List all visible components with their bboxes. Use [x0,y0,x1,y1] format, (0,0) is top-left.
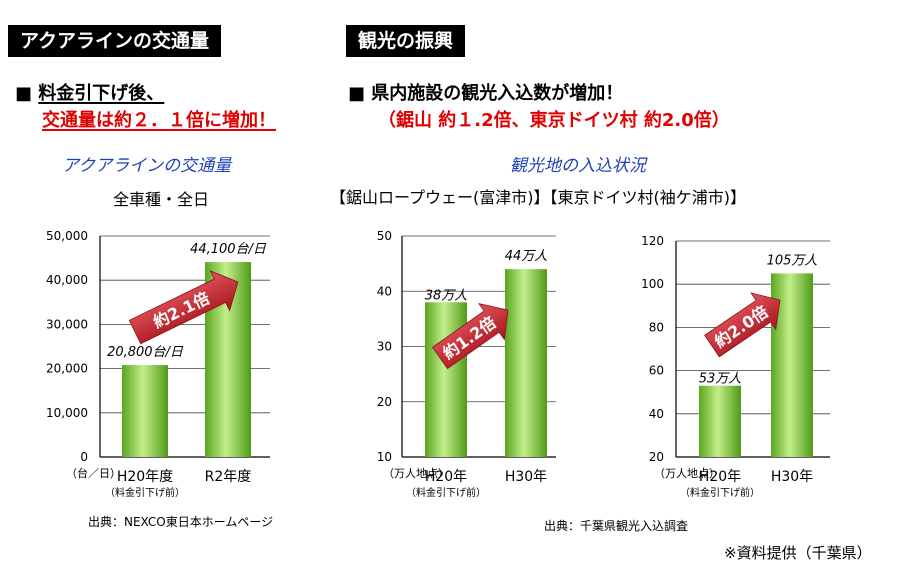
y-unit-label: （万人地点） [383,467,449,480]
left-headline-line2: 交通量は約２．１倍に増加！ [42,110,276,131]
bar [122,365,168,457]
y-unit-label: （万人地点） [654,467,720,480]
arrow-shape [704,292,781,358]
y-tick-label: 120 [641,234,664,248]
y-tick-label: 50,000 [46,229,88,243]
x-tick-label: H20年 [425,469,467,485]
right-source: 出典：千葉県観光入込調査 [544,519,689,533]
chart-tokyo-german-village: 20 40 60 80 100 120 （万人地点） 53万人 H20年（料金引下げ前） 105万… [641,234,830,499]
x-tick-note: （料金引下げ前） [105,486,185,499]
y-tick-label: 30 [377,340,392,354]
y-unit-label: （台／日） [66,466,121,480]
y-tick-label: 20 [377,395,392,409]
y-tick-label: 20,000 [46,362,88,376]
data-label: 38万人 [425,288,468,303]
bullet-icon: ■ [348,83,366,104]
y-tick-label: 50 [377,229,392,243]
chart-aqualine-traffic: 0 10,000 20,000 30,000 40,000 50,000 （台／日） 20,8… [46,229,270,499]
y-tick-label: 10,000 [46,406,88,420]
y-tick-label: 60 [649,364,664,378]
data-label: 105万人 [767,253,818,268]
x-tick-label: H30年 [505,469,547,485]
bar [699,385,741,457]
right-headline-text: 県内施設の観光入込数が増加！ [371,83,624,104]
left-chart-subtitle: アクアラインの交通量 [62,156,232,176]
left-headline-text: 料金引下げ後、 [38,83,165,104]
right-headline-line1: ■ 県内施設の観光入込数が増加！ [348,79,623,105]
data-label: 44万人 [505,249,548,264]
data-label: 20,800台/日 [107,345,184,360]
right-chart-subtitle: 観光地の入込状況 [510,156,646,176]
y-tick-label: 100 [641,277,664,291]
bar [425,302,467,457]
right-headline-line2: （鋸山 約１.2倍、東京ドイツ村 約2.0倍） [378,110,730,131]
x-tick-label: H20年度 [117,469,173,485]
y-tick-label: 80 [649,320,664,334]
x-tick-label: H20年 [699,469,741,485]
y-tick-label: 40 [377,284,392,298]
chart-nokogiriyama: 10 20 30 40 50 （万人地点） 38万人 H20年（料金引下げ前） 44万人 H30年… [377,229,556,499]
arrow-shape [431,302,509,370]
y-tick-label: 40,000 [46,273,88,287]
x-tick-label: R2年度 [205,469,252,485]
data-label: 53万人 [699,372,742,387]
x-tick-label: H30年 [771,469,813,485]
y-tick-label: 0 [80,450,88,464]
left-headline-line1: ■ 料金引下げ後、 [15,79,164,105]
data-label: 44,100台/日 [190,242,267,257]
y-tick-label: 10 [377,450,392,464]
bar [505,269,547,457]
section-tag-tourism: 観光の振興 [346,25,466,57]
x-tick-note: （料金引下げ前） [406,486,486,499]
y-tick-label: 30,000 [46,317,88,331]
left-chart-note: 全車種・全日 [113,190,210,209]
right-chart-titles: 【鋸山ロープウェー(富津市)】【東京ドイツ村(袖ケ浦市)】 [330,188,747,207]
section-tag-aqualine: アクアラインの交通量 [8,25,222,57]
left-source: 出典：NEXCO東日本ホームページ [88,515,274,529]
arrow-shape [128,270,239,345]
bullet-icon: ■ [15,83,33,104]
footer-credit: ※資料提供（千葉県） [724,544,872,562]
x-tick-note: （料金引下げ前） [680,486,760,499]
y-tick-label: 20 [649,450,664,464]
y-tick-label: 40 [649,407,664,421]
